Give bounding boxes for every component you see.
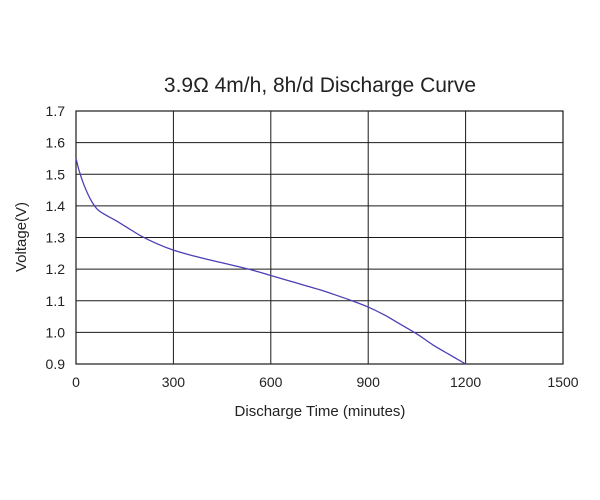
x-tick-label: 600: [259, 374, 283, 390]
y-axis-label: Voltage(V): [13, 202, 30, 272]
chart-title: 3.9Ω 4m/h, 8h/d Discharge Curve: [164, 74, 476, 97]
y-tick-label: 1.0: [46, 324, 66, 340]
x-tick-label: 1200: [450, 374, 481, 390]
grid: [76, 111, 563, 364]
x-tick-label: 1500: [547, 374, 578, 390]
x-tick-label: 0: [72, 374, 80, 390]
series-layer: [75, 158, 466, 365]
y-tick-label: 1.1: [46, 293, 66, 309]
discharge-series-line: [75, 158, 466, 365]
x-tick-labels: 0 300 600 900 1200 1500: [72, 374, 579, 390]
y-tick-label: 1.2: [46, 261, 66, 277]
x-axis-label: Discharge Time (minutes): [235, 403, 406, 420]
y-tick-label: 1.5: [46, 166, 66, 182]
y-tick-label: 1.3: [46, 230, 66, 246]
x-tick-label: 900: [357, 374, 381, 390]
y-tick-label: 1.7: [46, 103, 66, 119]
x-tick-label: 300: [162, 374, 186, 390]
y-tick-label: 0.9: [46, 356, 66, 372]
y-tick-label: 1.6: [46, 135, 66, 151]
plot-frame: [75, 110, 564, 365]
y-tick-label: 1.4: [46, 198, 66, 214]
y-tick-labels: 0.9 1.0 1.1 1.2 1.3 1.4 1.5 1.6 1.7: [46, 103, 66, 372]
